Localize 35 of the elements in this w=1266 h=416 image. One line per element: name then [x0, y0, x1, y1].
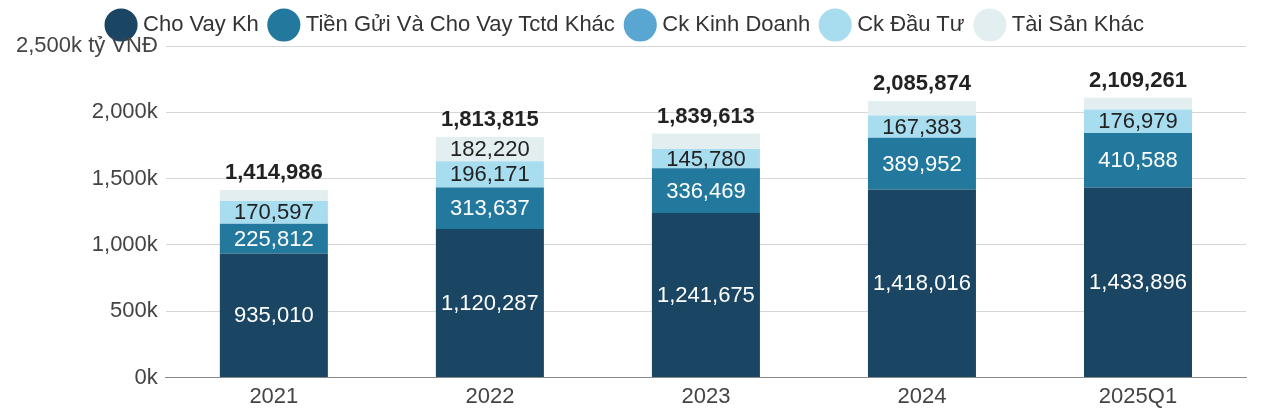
y-tick-label: 1,500k — [91, 164, 159, 190]
data-label: 176,979 — [1098, 108, 1178, 134]
x-tick-label: 2021 — [249, 382, 299, 408]
data-label: 1,433,896 — [1089, 269, 1187, 295]
legend-label: Tài Sản Khác — [1011, 11, 1144, 37]
legend-label: Tiền Gửi Và Cho Vay Tctd Khác — [305, 11, 615, 37]
data-label: 145,780 — [666, 145, 746, 171]
y-tick-label: 500k — [110, 297, 159, 323]
legend-label: Ck Kinh Doanh — [662, 11, 811, 37]
total-label: 1,414,986 — [224, 158, 323, 184]
x-tick-label: 2024 — [897, 382, 947, 408]
x-tick-label: 2022 — [465, 382, 515, 408]
data-label: 389,952 — [882, 150, 962, 176]
total-label: 1,839,613 — [656, 102, 755, 128]
data-label: 1,120,287 — [440, 290, 539, 316]
x-tick-label: 2025Q1 — [1098, 382, 1178, 408]
total-label: 1,813,815 — [440, 106, 539, 132]
data-label: 935,010 — [234, 302, 314, 328]
data-label: 313,637 — [450, 195, 530, 221]
data-label: 1,241,675 — [656, 282, 755, 308]
y-tick-label: 1,000k — [91, 231, 159, 257]
legend-label: Ck Đầu Tư — [857, 11, 965, 37]
y-tick-label: 0k — [134, 363, 159, 389]
total-label: 2,109,261 — [1089, 66, 1187, 92]
data-label: 1,418,016 — [873, 270, 971, 296]
data-label: 196,171 — [450, 161, 530, 187]
total-label: 2,085,874 — [873, 69, 972, 95]
data-label: 225,812 — [234, 225, 314, 251]
data-label: 336,469 — [666, 177, 746, 203]
x-tick-label: 2023 — [681, 382, 731, 408]
data-label: 167,383 — [882, 113, 962, 139]
data-label: 182,220 — [450, 136, 530, 162]
y-tick-label: 2,000k — [91, 98, 159, 124]
data-label: 170,597 — [234, 199, 314, 225]
data-label: 410,588 — [1098, 147, 1178, 173]
